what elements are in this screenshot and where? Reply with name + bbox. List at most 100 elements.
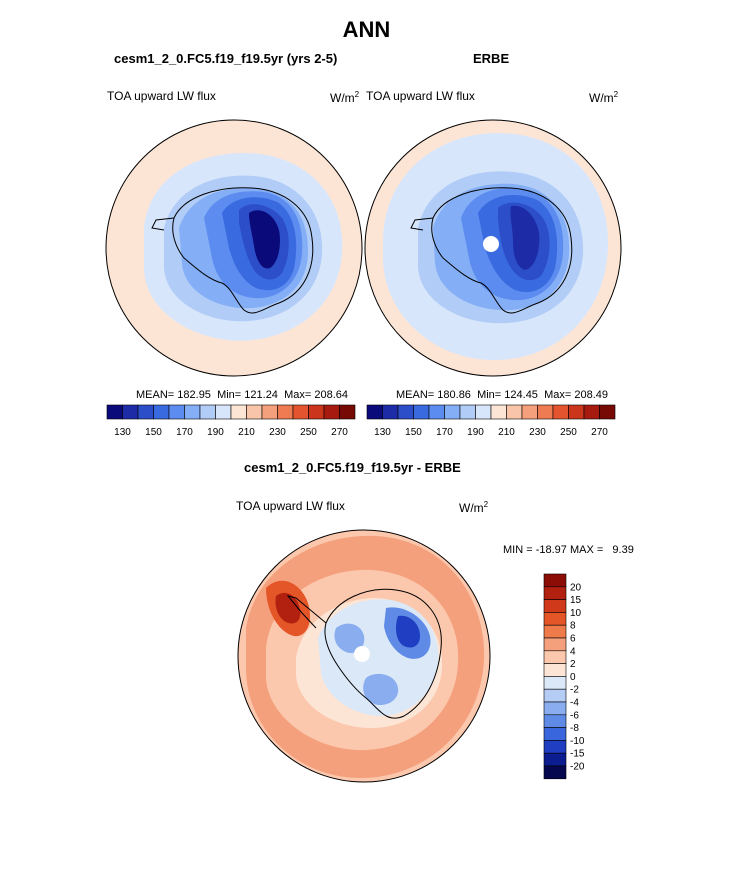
panel3-coastline (286, 588, 442, 719)
panel1-colorbar-box-0 (106, 404, 123, 420)
panel3-fill-strong-negative (396, 615, 420, 648)
panel1-min-value: 121.24 (244, 389, 278, 401)
panel1-colorbar-tick-label: 190 (207, 427, 224, 438)
panel3-colorbar-tick-label: 15 (570, 595, 582, 606)
panel3-colorbar-box-14 (543, 752, 567, 767)
panel2-min-value: 124.45 (504, 389, 538, 401)
panel2-colorbar-box-7 (475, 404, 492, 420)
panel2-colorbar-box-1 (382, 404, 399, 420)
panel2-colorbar-tick-label: 230 (529, 427, 546, 438)
panel3-colorbar-tick-label: -10 (570, 736, 585, 747)
panel1-units-exp: 2 (354, 90, 360, 99)
panel3-colorbar-tick-label: 2 (570, 659, 576, 670)
panel3-fill-negative-west (334, 623, 365, 654)
panel3-colorbar-tick-label: -4 (570, 698, 579, 709)
panel1-coastline (151, 187, 314, 314)
panel1-units: W/m2 (330, 90, 359, 105)
panel2-stats: MEAN= 180.86 Min= 124.45 Max= 208.49 (396, 389, 608, 401)
panel2-colorbar-box-11 (537, 404, 554, 420)
panel2-colorbar-tick-label: 150 (405, 427, 422, 438)
panel3-units-exp: 2 (483, 500, 489, 509)
panel1-colorbar-box-4 (168, 404, 185, 420)
panel2-colorbar-box-8 (490, 404, 507, 420)
panel2-colorbar-box-10 (521, 404, 538, 420)
panel1-fill-plateau-core (249, 210, 280, 269)
panel1-colorbar-box-14 (323, 404, 340, 420)
panel3-title: cesm1_2_0.FC5.f19_f19.5yr - ERBE (244, 460, 461, 475)
panel1-mean-value: 182.95 (177, 389, 211, 401)
panel1-max-label: Max= (284, 389, 312, 401)
panel3-colorbar-tick-label: -8 (570, 723, 579, 734)
panel3-range-label: MIN = -18.97 MAX = 9.39 (503, 544, 634, 556)
panel3-colorbar-box-1 (543, 586, 567, 600)
panel3-units: W/m2 (459, 500, 488, 515)
panel1-colorbar-box-2 (137, 404, 154, 420)
panel1-stats: MEAN= 182.95 Min= 121.24 Max= 208.64 (136, 389, 348, 401)
panel3-map-boundary (237, 529, 491, 783)
panel2-colorbar-tick-label: 170 (436, 427, 453, 438)
panel2-colorbar-box-0 (366, 404, 383, 420)
panel1-colorbar-box-6 (199, 404, 216, 420)
panel3-colorbar-box-5 (543, 637, 567, 652)
panel1-units-base: W/m (330, 91, 355, 105)
panel3-colorbar-tick-label: 6 (570, 634, 576, 645)
panel2-colorbar-tick-label: 270 (591, 427, 608, 438)
panel1-colorbar-tick-label: 230 (269, 427, 286, 438)
panel3-colorbar-box-6 (543, 650, 567, 664)
panel2-units: W/m2 (589, 90, 618, 105)
panel1-colorbar-box-1 (122, 404, 139, 420)
panel3-fill-negative-south (363, 673, 399, 706)
panel2-colorbar-box-15 (599, 404, 616, 420)
panel1-colorbar-tick-label: 150 (145, 427, 162, 438)
panel1-mean-label: MEAN= (136, 389, 175, 401)
panel3-colorbar-tick-label: -6 (570, 710, 579, 721)
panel3-missing-data-pole (354, 646, 370, 662)
panel2-colorbar-box-2 (397, 404, 414, 420)
panel3-colorbar-tick-label: 0 (570, 672, 576, 683)
panel1-colorbar-tick-label: 250 (300, 427, 317, 438)
panel2-fill-plateau-core (510, 205, 540, 270)
panel1-polar-map (105, 119, 363, 377)
panel1-colorbar-tick-label: 270 (331, 427, 348, 438)
panel3-colorbar-box-11 (543, 714, 567, 728)
panel3-left-label: TOA upward LW flux (236, 499, 345, 513)
panel3-colorbar-box-4 (543, 624, 567, 639)
panel2-colorbar-box-9 (506, 404, 523, 420)
panel1-min-label: Min= (217, 389, 242, 401)
panel2-units-base: W/m (589, 91, 614, 105)
panel2-units-exp: 2 (613, 90, 619, 99)
panel3-colorbar-box-3 (543, 612, 567, 626)
panel1-colorbar-tick-label: 210 (238, 427, 255, 438)
panel3-colorbar-box-2 (543, 599, 567, 613)
panel2-missing-data-pole (483, 236, 499, 252)
panel2-title: ERBE (473, 51, 510, 66)
panel2-coastline (410, 187, 573, 314)
panel1-colorbar-box-13 (308, 404, 325, 420)
panel2-left-label: TOA upward LW flux (366, 89, 475, 103)
panel2-colorbar-box-6 (459, 404, 476, 420)
panel2-colorbar-tick-label: 210 (498, 427, 515, 438)
panel2-colorbar-tick-label: 190 (467, 427, 484, 438)
panel3-colorbar-tick-label: 10 (570, 608, 582, 619)
panel2-mean-label: MEAN= (396, 389, 435, 401)
panel2-colorbar-box-14 (583, 404, 600, 420)
panel3-colorbar-tick-label: -15 (570, 749, 585, 760)
panel2-max-label: Max= (544, 389, 572, 401)
panel1-colorbar-box-9 (246, 404, 263, 420)
panel3-colorbar-tick-label: -2 (570, 685, 579, 696)
panel2-colorbar-box-13 (568, 404, 585, 420)
panel3-colorbar-box-0 (543, 573, 567, 588)
panel1-max-value: 208.64 (314, 389, 348, 401)
panel3-colorbar-box-9 (543, 688, 567, 703)
panel1-left-label: TOA upward LW flux (107, 89, 216, 103)
panel2-mean-value: 180.86 (437, 389, 471, 401)
panel2-colorbar: 130 150 170 190 210 230 250 270 (366, 404, 616, 438)
panel2-map-boundary (364, 119, 622, 377)
panel3-units-base: W/m (459, 501, 484, 515)
panel1-colorbar-box-11 (277, 404, 294, 420)
panel1-title: cesm1_2_0.FC5.f19_f19.5yr (yrs 2-5) (114, 51, 338, 66)
panel1-map-boundary (105, 119, 363, 377)
panel2-colorbar-tick-label: 130 (374, 427, 391, 438)
panel1-colorbar-box-15 (339, 404, 356, 420)
